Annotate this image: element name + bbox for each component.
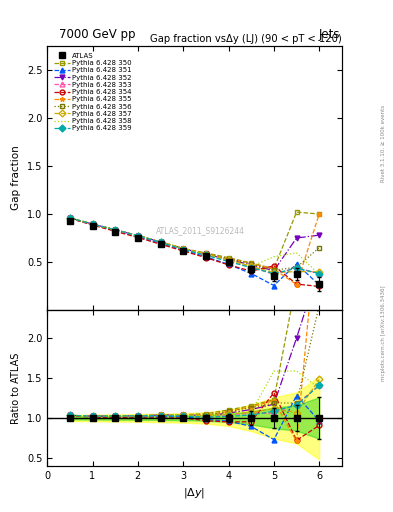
Y-axis label: Ratio to ATLAS: Ratio to ATLAS [11,352,21,423]
Text: mcplots.cern.ch [arXiv:1306.3436]: mcplots.cern.ch [arXiv:1306.3436] [381,285,386,380]
Text: Jets: Jets [318,28,340,41]
Text: ATLAS_2011_S9126244: ATLAS_2011_S9126244 [156,226,245,236]
Y-axis label: Gap fraction: Gap fraction [11,145,21,210]
Text: Gap fraction vsΔy (LJ) (90 < pT < 120): Gap fraction vsΔy (LJ) (90 < pT < 120) [150,34,342,44]
X-axis label: $|\Delta y|$: $|\Delta y|$ [184,486,206,500]
Text: 7000 GeV pp: 7000 GeV pp [59,28,136,41]
Legend: ATLAS, Pythia 6.428 350, Pythia 6.428 351, Pythia 6.428 352, Pythia 6.428 353, P: ATLAS, Pythia 6.428 350, Pythia 6.428 35… [53,52,133,132]
Text: Rivet 3.1.10, ≥ 100k events: Rivet 3.1.10, ≥ 100k events [381,105,386,182]
